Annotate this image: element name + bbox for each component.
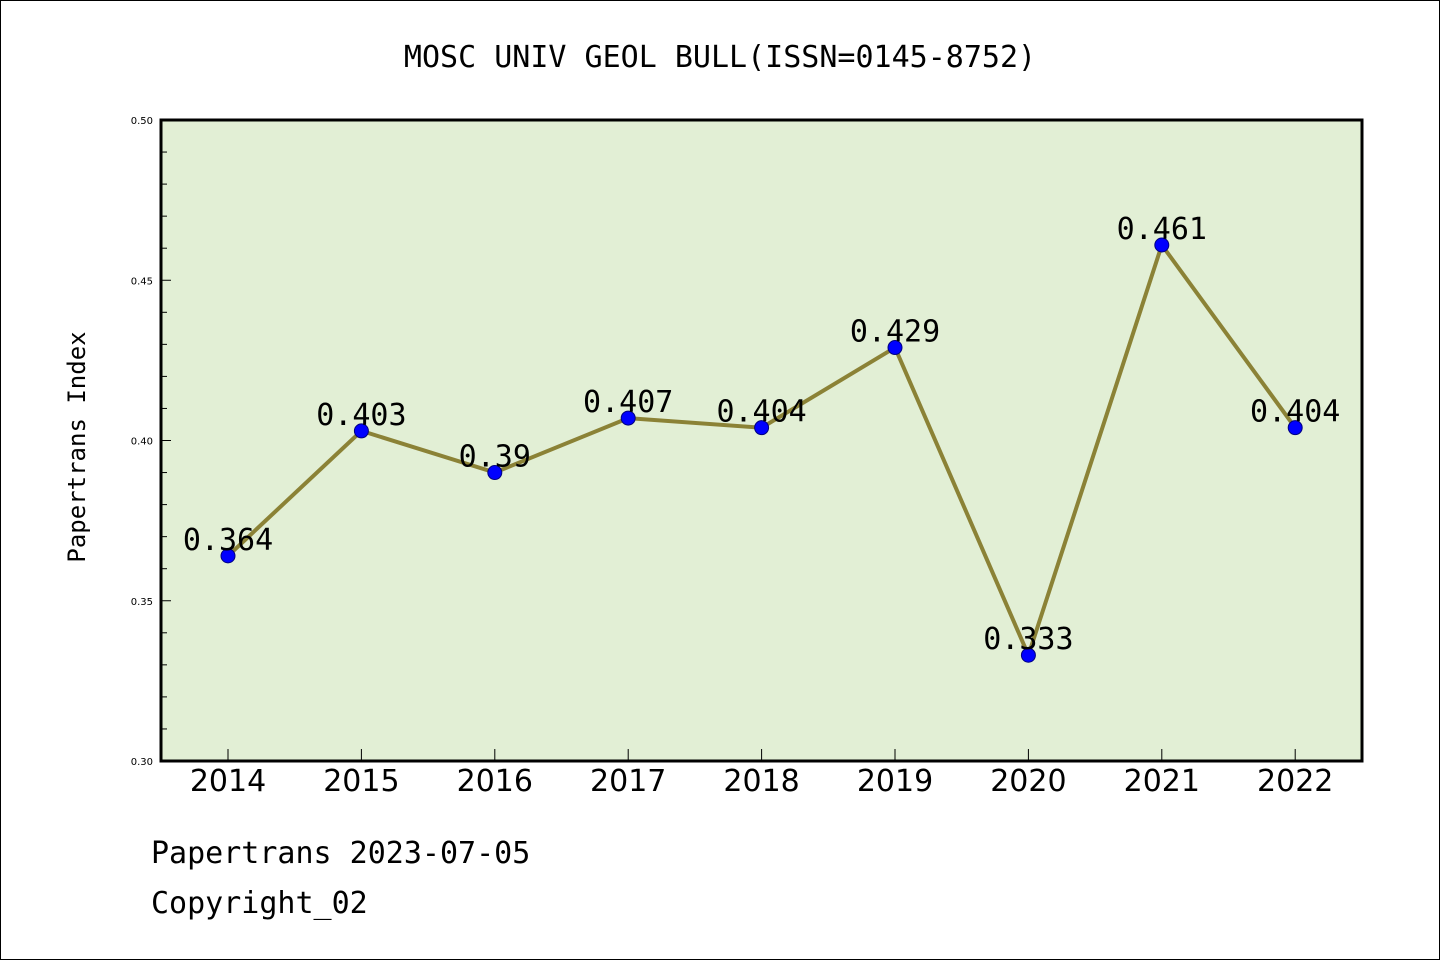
- data-point-marker: [1020, 647, 1036, 663]
- x-tick-label: 2022: [1257, 764, 1333, 799]
- y-tick-label: 0.35: [131, 597, 153, 608]
- data-point-marker: [754, 420, 770, 436]
- x-tick-label: 2017: [590, 764, 666, 799]
- y-tick-label: 0.30: [131, 757, 153, 768]
- data-value-label: 0.39: [459, 440, 531, 475]
- plot-frame: [159, 118, 1364, 763]
- plot-area: [161, 120, 1362, 761]
- x-tick-label: 2019: [857, 764, 933, 799]
- data-point-marker: [1287, 420, 1303, 436]
- y-tick-label: 0.40: [131, 437, 153, 448]
- x-tick-label: 2021: [1124, 764, 1200, 799]
- data-markers: [220, 237, 1303, 663]
- data-value-label: 0.403: [316, 398, 406, 433]
- data-point-marker: [620, 410, 636, 426]
- chart-title: MOSC UNIV GEOL BULL(ISSN=0145-8752): [404, 40, 1036, 75]
- data-point-marker: [487, 465, 503, 481]
- x-tick-label: 2014: [190, 764, 266, 799]
- y-axis-label: Papertrans Index: [63, 331, 91, 562]
- x-tick-label: 2018: [723, 764, 799, 799]
- y-tick-label: 0.45: [131, 276, 153, 287]
- data-value-label: 0.333: [983, 622, 1073, 657]
- data-value-label: 0.364: [183, 523, 273, 558]
- footer-date-text: Papertrans 2023-07-05: [151, 836, 531, 871]
- data-point-marker: [887, 340, 903, 356]
- data-value-label: 0.429: [850, 315, 940, 350]
- axis-ticks: 0.30 0.35 0.40 0.45 0.50 2014 2015 2016 2017 2018…: [131, 116, 1334, 799]
- x-tick-label: 2016: [457, 764, 533, 799]
- data-point-marker: [353, 423, 369, 439]
- x-tick-label: 2020: [990, 764, 1066, 799]
- data-point-marker: [1154, 237, 1170, 253]
- x-tick-label: 2015: [323, 764, 399, 799]
- data-value-label: 0.461: [1117, 212, 1207, 247]
- data-point-marker: [220, 548, 236, 564]
- footer-copyright-text: Copyright_02: [151, 886, 368, 921]
- data-labels: 0.364 0.403 0.39 0.407 0.404 0.429 0.333 0.461 0…: [183, 212, 1341, 657]
- data-value-label: 0.404: [716, 395, 806, 430]
- data-value-label: 0.404: [1250, 395, 1340, 430]
- data-value-label: 0.407: [583, 385, 673, 420]
- y-tick-label: 0.50: [131, 116, 153, 127]
